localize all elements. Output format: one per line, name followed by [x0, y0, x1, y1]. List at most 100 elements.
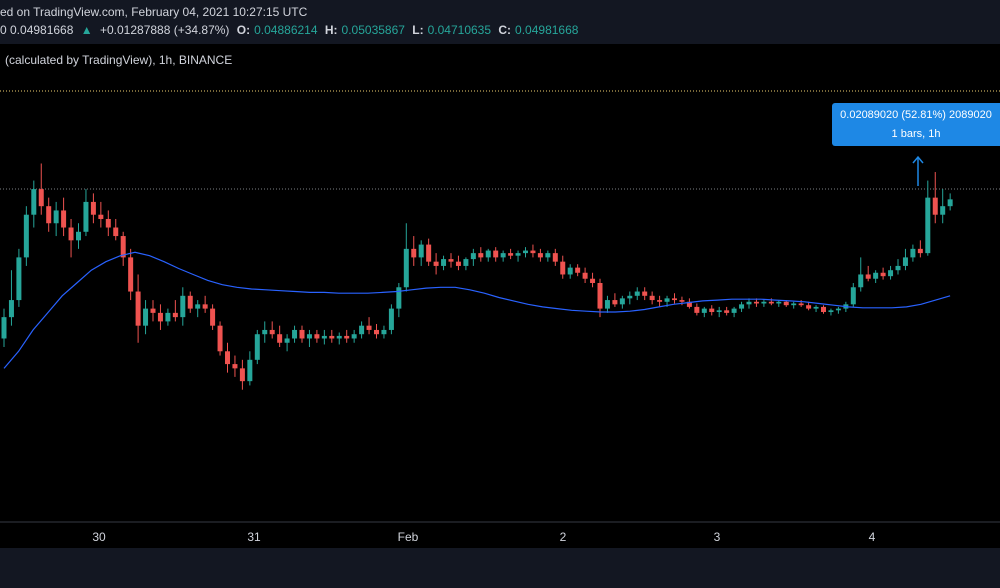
candle [277, 325, 283, 348]
candle-body [761, 301, 767, 304]
candle-body [783, 301, 789, 306]
candle-body [634, 291, 640, 296]
candle-body [359, 325, 365, 335]
candle-body [329, 335, 335, 339]
candle [873, 270, 879, 283]
candle [314, 329, 320, 343]
candle [83, 189, 89, 237]
candle [850, 283, 856, 307]
candle [135, 274, 141, 343]
candle-body [418, 244, 424, 258]
time-tick-label: Feb [398, 530, 419, 544]
candle-body [180, 295, 186, 318]
candle [366, 317, 372, 335]
candle [686, 298, 692, 309]
candle [910, 244, 916, 262]
candle [545, 250, 551, 262]
candle [746, 298, 752, 309]
candle-body [113, 227, 119, 237]
open-label: O: [236, 23, 251, 37]
candle [947, 193, 953, 211]
candle-body [38, 189, 44, 207]
candle [76, 223, 81, 249]
candle-body [366, 325, 372, 330]
candle [150, 300, 156, 322]
candle [813, 305, 819, 313]
candle [694, 303, 700, 316]
candle [835, 306, 841, 314]
candle [306, 329, 312, 348]
candle-body [902, 257, 908, 266]
candle [157, 304, 163, 330]
candle [202, 295, 208, 313]
candle-body [917, 248, 923, 254]
candle [821, 305, 826, 314]
candle [590, 272, 596, 288]
candle [143, 300, 149, 335]
high-value: 0.05035867 [341, 23, 405, 37]
candle [597, 278, 603, 318]
open-value: 0.04886214 [254, 23, 318, 37]
candle-body [143, 308, 149, 326]
candle-body [105, 218, 111, 228]
candle [396, 283, 402, 318]
candle-body [590, 278, 596, 283]
candle-body [292, 329, 298, 339]
candle-body [411, 248, 417, 258]
candle [426, 238, 432, 266]
candle [16, 248, 22, 307]
candle [8, 270, 14, 326]
candle-body [217, 325, 223, 352]
candle-body [98, 214, 104, 219]
candle [731, 306, 737, 318]
candle [582, 267, 588, 283]
candle [567, 264, 573, 279]
candle-body [284, 338, 290, 343]
candle [537, 248, 543, 262]
candle [336, 332, 342, 345]
low-label: L: [412, 23, 424, 37]
candle-body [619, 298, 625, 305]
price-chart[interactable]: 30 31 Feb 2 3 4 [0, 44, 1000, 548]
candle [828, 308, 834, 316]
candle [388, 304, 394, 335]
candle [217, 321, 223, 356]
candle [932, 172, 938, 224]
candle-body [403, 248, 409, 288]
candle [232, 355, 238, 377]
triangle-up-icon: ▲ [80, 23, 93, 37]
candle-body [187, 295, 193, 309]
candle-body [232, 364, 238, 369]
candle [508, 248, 514, 260]
candle-body [344, 335, 350, 339]
bottom-toolbar[interactable] [0, 548, 1000, 588]
candle-body [262, 329, 268, 335]
time-tick-label: 2 [560, 530, 567, 544]
candle-body [277, 334, 283, 343]
candle-body [597, 283, 603, 309]
candle-body [731, 308, 737, 313]
candle-body [865, 274, 871, 279]
candle-body [895, 265, 901, 271]
candle-body [76, 231, 81, 241]
candle [448, 253, 454, 268]
candle [940, 189, 946, 224]
candle-body [724, 310, 730, 313]
candle [515, 250, 521, 262]
candle [917, 240, 923, 258]
candle [724, 306, 730, 316]
candle [634, 287, 640, 301]
candle [61, 197, 67, 237]
candle-body [485, 250, 491, 258]
candle-body [515, 253, 521, 256]
candle [53, 201, 59, 237]
candle [552, 248, 558, 266]
close-value: 0.04981668 [515, 23, 579, 37]
candle-body [552, 253, 558, 262]
candle-body [567, 267, 573, 275]
candle-body [120, 236, 126, 258]
candle-body [701, 308, 707, 313]
candle [210, 304, 216, 330]
close-label: C: [498, 23, 512, 37]
candle-body [664, 298, 670, 302]
